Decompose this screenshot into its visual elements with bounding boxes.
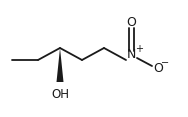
Polygon shape <box>57 48 64 82</box>
Text: −: − <box>161 58 169 68</box>
Text: OH: OH <box>51 88 69 101</box>
Text: O: O <box>126 15 136 29</box>
Text: O: O <box>153 62 163 75</box>
Text: N: N <box>126 49 136 62</box>
Text: +: + <box>135 44 143 54</box>
